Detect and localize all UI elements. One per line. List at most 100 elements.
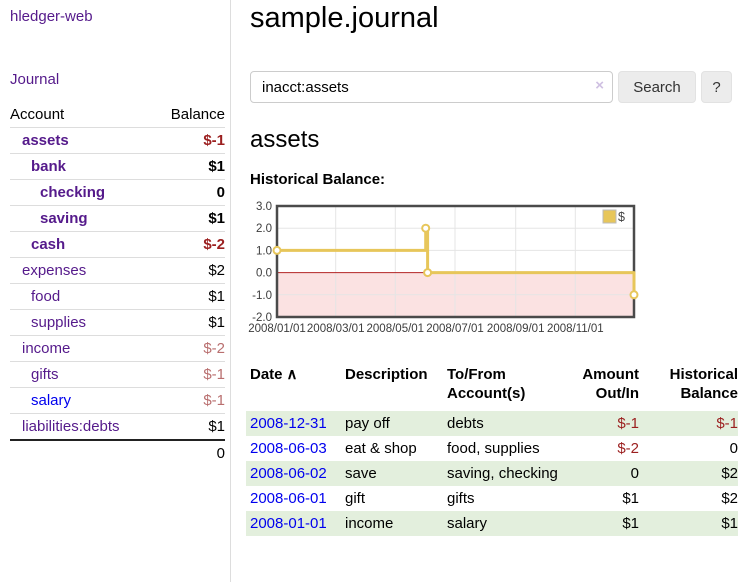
txn-header-historical-balance: Historical Balance — [669, 366, 738, 402]
account-balance: $1 — [208, 314, 225, 331]
account-balance: $-1 — [203, 132, 225, 149]
transaction-balance: $1 — [721, 515, 738, 532]
account-row: food $1 — [10, 283, 225, 310]
transaction-accounts: salary — [447, 515, 488, 532]
account-link-food[interactable]: food — [31, 288, 61, 305]
transaction-description: income — [345, 515, 394, 532]
account-row: saving $1 — [10, 205, 225, 232]
account-row: cash $-2 — [10, 231, 225, 258]
account-link-gifts[interactable]: gifts — [31, 366, 59, 383]
svg-text:-1.0: -1.0 — [252, 290, 272, 302]
transaction-balance: $-1 — [716, 415, 738, 432]
help-button[interactable]: ? — [701, 71, 732, 103]
sidebar-item-journal[interactable]: Journal — [10, 71, 60, 88]
account-row: salary $-1 — [10, 387, 225, 414]
txn-header-description: Description — [345, 366, 428, 383]
sidebar: hledger-web Journal Account Balance asse… — [0, 0, 231, 582]
transaction-balance: $2 — [721, 465, 738, 482]
account-balance: $-2 — [203, 236, 225, 253]
accounts-table-header: Account Balance — [10, 102, 225, 128]
txn-header-date[interactable]: Date ∧ — [250, 366, 298, 383]
transactions-table: Date ∧ Description To/From Account(s) Amount… — [246, 363, 738, 536]
transaction-amount: $-2 — [617, 440, 639, 457]
transaction-date-link[interactable]: 2008-06-03 — [250, 440, 327, 457]
app-brand-link[interactable]: hledger-web — [10, 8, 93, 25]
svg-text:2008/09/01: 2008/09/01 — [487, 323, 545, 335]
account-row: assets $-1 — [10, 127, 225, 154]
svg-text:0.0: 0.0 — [256, 268, 272, 280]
transaction-balance: $2 — [721, 490, 738, 507]
account-row: checking 0 — [10, 179, 225, 206]
transaction-description: pay off — [345, 415, 390, 432]
svg-text:-2.0: -2.0 — [252, 312, 272, 324]
account-link-checking[interactable]: checking — [40, 184, 106, 201]
account-heading: assets — [250, 126, 320, 153]
txn-header-amount-out-in: Amount Out/In — [582, 366, 639, 402]
sort-ascending-icon: ∧ — [286, 366, 298, 383]
account-link-cash[interactable]: cash — [31, 236, 66, 253]
transaction-accounts: gifts — [447, 490, 475, 507]
account-balance: $-1 — [203, 366, 225, 383]
data-point-marker — [423, 268, 433, 278]
account-link-assets[interactable]: assets — [22, 132, 69, 149]
svg-text:2008/07/01: 2008/07/01 — [426, 323, 484, 335]
svg-text:2008/01/01: 2008/01/01 — [248, 323, 306, 335]
svg-text:3.0: 3.0 — [256, 201, 272, 213]
transaction-amount: 0 — [630, 465, 639, 482]
svg-text:2.0: 2.0 — [256, 223, 272, 235]
transaction-description: save — [345, 465, 377, 482]
transaction-date-link[interactable]: 2008-06-02 — [250, 465, 327, 482]
search-button[interactable]: Search — [618, 71, 696, 103]
txn-header-to-from-account-s-: To/From Account(s) — [447, 366, 526, 402]
legend-label: $ — [618, 210, 625, 224]
transaction-accounts: saving, checking — [447, 465, 558, 482]
svg-text:2008/05/01: 2008/05/01 — [367, 323, 425, 335]
page-title: sample.journal — [250, 2, 439, 34]
search-input[interactable] — [250, 71, 613, 103]
account-link-bank[interactable]: bank — [31, 158, 67, 175]
plot-border — [275, 204, 636, 319]
historical-balance-label: Historical Balance: — [250, 171, 386, 188]
account-balance: $1 — [208, 418, 225, 435]
account-row: gifts $-1 — [10, 361, 225, 388]
data-point-marker — [272, 245, 282, 255]
account-link-income[interactable]: income — [22, 340, 71, 357]
svg-text:2008/03/01: 2008/03/01 — [307, 323, 365, 335]
account-link-salary[interactable]: salary — [31, 392, 72, 409]
transaction-row: 2008-06-03 eat & shop food, supplies $-2 0 — [246, 436, 738, 461]
transaction-row: 2008-01-01 income salary $1 $1 — [246, 511, 738, 536]
accounts-total-value: 0 — [216, 445, 225, 462]
account-link-liabilities-debts[interactable]: liabilities:debts — [22, 418, 120, 435]
account-balance: $-1 — [203, 392, 225, 409]
transaction-date-link[interactable]: 2008-12-31 — [250, 415, 327, 432]
transaction-amount: $-1 — [617, 415, 639, 432]
accounts-header-balance: Balance — [170, 106, 225, 123]
account-balance: $1 — [208, 288, 225, 305]
account-balance: $1 — [208, 158, 225, 175]
transaction-accounts: food, supplies — [447, 440, 540, 457]
transaction-amount: $1 — [622, 515, 639, 532]
search-form: × Search ? — [250, 71, 732, 103]
transaction-balance: 0 — [729, 440, 738, 457]
account-balance: 0 — [216, 184, 225, 201]
transaction-date-link[interactable]: 2008-06-01 — [250, 490, 327, 507]
account-row: expenses $2 — [10, 257, 225, 284]
transaction-date-link[interactable]: 2008-01-01 — [250, 515, 327, 532]
accounts-total-row: 0 — [10, 440, 225, 466]
transaction-description: gift — [345, 490, 366, 507]
account-link-supplies[interactable]: supplies — [31, 314, 87, 331]
account-link-expenses[interactable]: expenses — [22, 262, 87, 279]
transaction-row: 2008-12-31 pay off debts $-1 $-1 — [246, 411, 738, 436]
svg-text:2008/11/01: 2008/11/01 — [547, 323, 604, 335]
transaction-row: 2008-06-01 gift gifts $1 $2 — [246, 486, 738, 511]
account-balance: $2 — [208, 262, 225, 279]
transaction-accounts: debts — [447, 415, 484, 432]
account-row: bank $1 — [10, 153, 225, 180]
clear-search-icon[interactable]: × — [595, 77, 604, 94]
account-link-saving[interactable]: saving — [40, 210, 88, 227]
transactions-table-header: Date ∧ Description To/From Account(s) Amount… — [246, 363, 738, 411]
svg-text:1.0: 1.0 — [256, 245, 272, 257]
accounts-table: Account Balance assets $-1 bank $1 checking 0… — [10, 102, 225, 466]
account-row: supplies $1 — [10, 309, 225, 336]
